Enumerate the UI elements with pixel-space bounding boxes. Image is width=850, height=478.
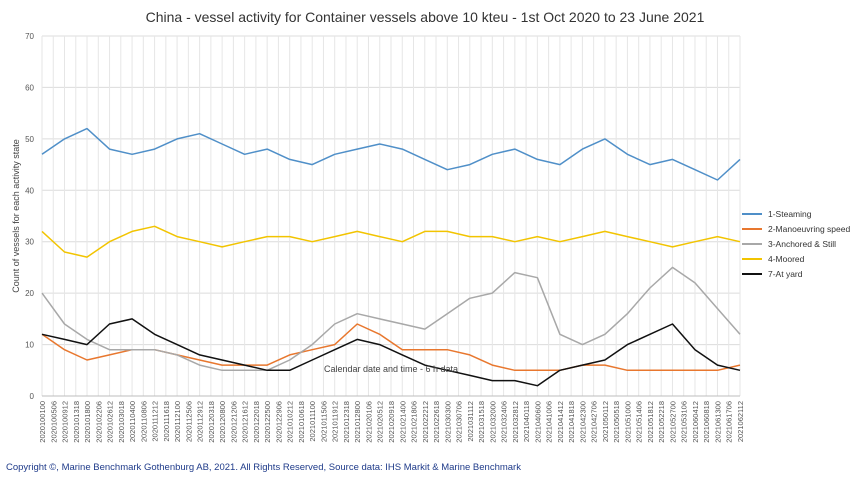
x-tick-label: 2020100506 xyxy=(49,401,58,443)
x-tick-label: 2020110400 xyxy=(128,401,137,442)
x-tick-label: 2021052700 xyxy=(668,401,677,443)
x-tick-label: 2020103018 xyxy=(117,401,126,443)
legend-layer: 1-Steaming 2-Manoeuvring speed 3-Anchored … xyxy=(742,209,850,279)
x-tick-label: 2020122500 xyxy=(263,401,272,443)
x-tick-label: 2021032000 xyxy=(488,401,497,443)
series-layer xyxy=(41,127,741,387)
x-tick-label: 2021042706 xyxy=(590,401,599,443)
x-tick-label: 2021041818 xyxy=(567,401,576,443)
series-line-1-steaming xyxy=(41,127,741,181)
x-tick-label: 2020120800 xyxy=(218,401,227,443)
x-tick-label: 2021042300 xyxy=(578,401,587,443)
y-axis-title: Count of vessels for each activity state xyxy=(11,139,21,293)
legend-label-3-anchored-still: 3-Anchored & Still xyxy=(768,239,836,249)
x-tick-label: 2021032812 xyxy=(511,401,520,443)
x-tick-label: 2020122906 xyxy=(274,401,283,443)
x-tick-label: 2021010618 xyxy=(297,401,306,443)
x-tick-label: 2021012800 xyxy=(353,401,362,443)
x-tick-label: 2020102612 xyxy=(106,401,115,443)
x-tick-label: 2021061706 xyxy=(725,401,734,443)
x-tick-label: 2020101318 xyxy=(72,401,81,443)
x-tick-label: 2021032406 xyxy=(500,401,509,443)
x-tick-label: 2020100912 xyxy=(61,401,70,443)
y-tick-label: 30 xyxy=(25,238,34,247)
x-tick-label: 2021030706 xyxy=(455,401,464,443)
x-tick-label: 2020100100 xyxy=(38,401,47,443)
grid-layer xyxy=(41,35,741,397)
x-tick-label: 2021011506 xyxy=(319,401,328,442)
x-tick-label: 2021051406 xyxy=(635,401,644,443)
y-tick-label: 70 xyxy=(25,32,34,41)
y-tick-label: 50 xyxy=(25,135,34,144)
x-tick-label: 2021041006 xyxy=(545,401,554,443)
y-tick-label: 0 xyxy=(30,392,35,401)
y-tick-label: 20 xyxy=(25,289,34,298)
x-tick-label: 2020120318 xyxy=(207,401,216,443)
x-tick-label: 2020121612 xyxy=(241,401,250,443)
x-tick-label: 2021053106 xyxy=(680,401,689,443)
x-tick-label: 2020122018 xyxy=(252,401,261,443)
x-tick-label: 2021050112 xyxy=(601,401,610,442)
x-tick-label: 2020111618 xyxy=(162,401,171,442)
x-tick-label: 2021051812 xyxy=(646,401,655,443)
chart-title: China - vessel activity for Container ve… xyxy=(145,9,705,25)
x-tick-label: 2021022212 xyxy=(421,401,430,443)
series-line-3-anchored-still xyxy=(41,266,741,372)
x-tick-label: 2021051000 xyxy=(623,401,632,443)
x-tick-label: 2020101800 xyxy=(83,401,92,443)
x-tick-label: 2021021806 xyxy=(410,401,419,443)
x-tick-label: 2021022618 xyxy=(432,401,441,443)
y-tick-label: 60 xyxy=(25,83,34,92)
x-tick-label: 2021020918 xyxy=(387,401,396,443)
legend-label-4-moored: 4-Moored xyxy=(768,254,805,264)
x-tick-label: 2021060818 xyxy=(702,401,711,443)
x-tick-label: 2020102206 xyxy=(94,401,103,443)
x-tick-label: 2021030300 xyxy=(443,401,452,443)
x-tick-label: 2021012318 xyxy=(342,401,351,443)
x-tick-label: 2021021400 xyxy=(398,401,407,443)
copyright-notice: Copyright ©, Marine Benchmark Gothenburg… xyxy=(6,462,521,473)
x-tick-label: 2021061300 xyxy=(713,401,722,443)
x-tick-label: 2021020106 xyxy=(364,401,373,443)
x-tick-label: 2021031518 xyxy=(477,401,486,443)
x-tick-label: 2021040118 xyxy=(522,401,531,442)
legend-label-7-at-yard: 7-At yard xyxy=(768,269,803,279)
x-tick-label: 2021040600 xyxy=(533,401,542,443)
x-tick-label: 2021062112 xyxy=(736,401,745,442)
series-line-4-moored xyxy=(41,225,741,258)
x-tick-label: 2021011100 xyxy=(308,401,317,442)
x-tick-label: 2020112506 xyxy=(184,401,193,442)
y-tick-label: 40 xyxy=(25,186,34,195)
x-tick-label: 2021011912 xyxy=(331,401,340,442)
x-tick-label: 2021060412 xyxy=(691,401,700,443)
series-line-7-at-yard xyxy=(41,318,741,387)
x-tick-label: 2021031112 xyxy=(466,401,475,442)
x-axis-title: Calendar date and time - 6 h data xyxy=(324,364,458,374)
y-tick-label: 10 xyxy=(25,341,34,350)
x-tick-label: 2020110806 xyxy=(139,401,148,442)
x-tick-label: 2020112100 xyxy=(173,401,182,442)
x-tick-label: 2021050518 xyxy=(612,401,621,443)
x-tick-label: 2020111212 xyxy=(151,401,160,442)
legend-label-1-steaming: 1-Steaming xyxy=(768,209,812,219)
x-tick-label: 2021020512 xyxy=(376,401,385,443)
x-tick-label: 2021041412 xyxy=(556,401,565,443)
x-tick-label: 2021052218 xyxy=(657,401,666,443)
x-tick-label: 2020112912 xyxy=(196,401,205,442)
legend-label-2-manoeuvring-speed: 2-Manoeuvring speed xyxy=(768,224,850,234)
x-tick-label: 2020121206 xyxy=(229,401,238,443)
x-tick-label: 2021010212 xyxy=(286,401,295,443)
